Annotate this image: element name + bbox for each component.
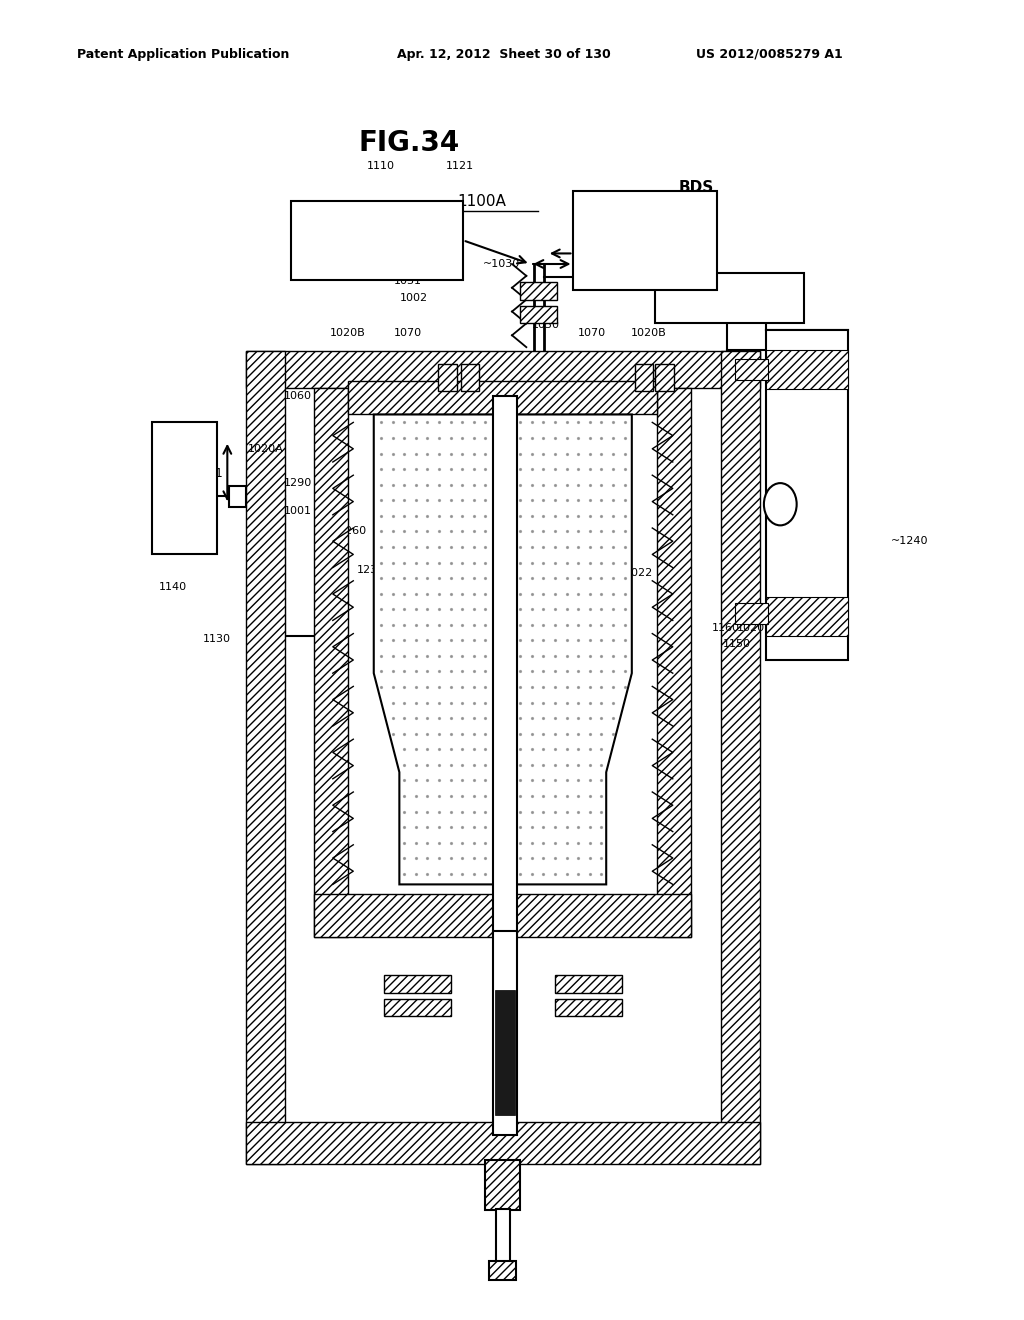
Bar xyxy=(735,603,768,624)
Text: 1050: 1050 xyxy=(531,319,559,330)
Bar xyxy=(735,359,768,380)
Text: 1100A: 1100A xyxy=(457,194,506,210)
Text: 1070: 1070 xyxy=(579,327,606,338)
Bar xyxy=(314,388,348,937)
Bar xyxy=(655,273,804,323)
Text: 1020: 1020 xyxy=(737,623,765,634)
Text: 1020A: 1020A xyxy=(248,444,284,454)
Bar xyxy=(384,999,451,1016)
Text: 1022: 1022 xyxy=(625,568,653,578)
Text: 1010: 1010 xyxy=(780,607,808,618)
Bar xyxy=(384,975,451,993)
Text: 1002: 1002 xyxy=(399,293,427,304)
Text: ~1024: ~1024 xyxy=(780,583,818,594)
Bar xyxy=(520,306,557,323)
Bar xyxy=(152,422,217,554)
Bar xyxy=(573,191,717,290)
Text: GAS
CYLINDER: GAS CYLINDER xyxy=(157,478,212,499)
Text: 1024: 1024 xyxy=(428,591,457,602)
Bar xyxy=(348,414,657,894)
Text: 1121: 1121 xyxy=(445,161,474,172)
Bar xyxy=(766,350,848,389)
Text: 1260: 1260 xyxy=(339,525,367,536)
Text: 1220: 1220 xyxy=(571,532,600,543)
Bar xyxy=(635,364,653,391)
Text: US 2012/0085279 A1: US 2012/0085279 A1 xyxy=(696,48,843,61)
Bar xyxy=(655,364,674,391)
Bar xyxy=(291,201,463,280)
Bar xyxy=(766,597,848,636)
Text: ~1240: ~1240 xyxy=(891,536,929,546)
Text: 1160: 1160 xyxy=(712,623,739,634)
Text: 1005: 1005 xyxy=(475,506,503,516)
Text: ~1030: ~1030 xyxy=(483,259,520,269)
Bar xyxy=(246,351,285,1164)
Bar xyxy=(657,388,691,937)
Text: 1023: 1023 xyxy=(476,619,504,630)
Text: 1020B: 1020B xyxy=(330,327,366,338)
Text: ~1021: ~1021 xyxy=(780,554,817,565)
Bar xyxy=(766,330,848,660)
Bar xyxy=(246,1122,760,1164)
Text: 1110: 1110 xyxy=(367,161,395,172)
Text: VIBRATION
DETECTION
UNIT: VIBRATION DETECTION UNIT xyxy=(613,224,677,259)
Text: 1230: 1230 xyxy=(356,565,384,576)
Bar xyxy=(438,364,457,391)
Text: 1001: 1001 xyxy=(285,506,312,516)
Text: BDS: BDS xyxy=(679,180,714,195)
Text: ~1170: ~1170 xyxy=(788,516,825,527)
Bar xyxy=(493,396,517,937)
Text: 1020A: 1020A xyxy=(780,444,816,454)
Bar xyxy=(489,1261,516,1280)
Bar xyxy=(493,931,517,1135)
Bar xyxy=(285,388,721,1122)
Text: Patent Application Publication: Patent Application Publication xyxy=(77,48,289,61)
Bar xyxy=(314,894,691,937)
Bar xyxy=(495,990,515,1115)
Text: ~1190: ~1190 xyxy=(780,499,817,510)
Text: 1130: 1130 xyxy=(203,634,230,644)
Text: VIBRATION
APPLICATION UNIT: VIBRATION APPLICATION UNIT xyxy=(324,226,430,255)
Text: FIG.34: FIG.34 xyxy=(359,128,460,157)
Text: 1120: 1120 xyxy=(454,619,481,630)
Bar xyxy=(555,975,622,993)
Text: 1031: 1031 xyxy=(394,276,422,286)
Text: 1180: 1180 xyxy=(566,619,594,630)
Circle shape xyxy=(764,483,797,525)
Bar xyxy=(520,282,557,300)
Text: 1020B: 1020B xyxy=(631,327,667,338)
Bar xyxy=(496,1209,510,1265)
Bar xyxy=(229,486,246,507)
Text: 1140: 1140 xyxy=(159,582,186,593)
Text: Apr. 12, 2012  Sheet 30 of 130: Apr. 12, 2012 Sheet 30 of 130 xyxy=(397,48,611,61)
Text: 1060: 1060 xyxy=(285,391,312,401)
Text: 1210: 1210 xyxy=(561,494,589,504)
Text: ~1060: ~1060 xyxy=(780,391,817,401)
Polygon shape xyxy=(374,414,632,884)
Text: 1290: 1290 xyxy=(284,478,312,488)
Text: VACUUM PUMP: VACUUM PUMP xyxy=(688,293,770,304)
Text: 1070: 1070 xyxy=(394,327,422,338)
Bar xyxy=(555,999,622,1016)
Text: 1003: 1003 xyxy=(509,506,537,516)
Bar xyxy=(348,381,657,414)
Text: 1090: 1090 xyxy=(428,619,456,630)
Text: DR1: DR1 xyxy=(199,467,223,480)
Bar xyxy=(246,351,760,388)
Bar xyxy=(461,364,479,391)
Text: 1040: 1040 xyxy=(525,581,553,591)
Bar xyxy=(485,1160,520,1210)
Text: 1150: 1150 xyxy=(723,639,751,649)
Bar xyxy=(721,351,760,1164)
